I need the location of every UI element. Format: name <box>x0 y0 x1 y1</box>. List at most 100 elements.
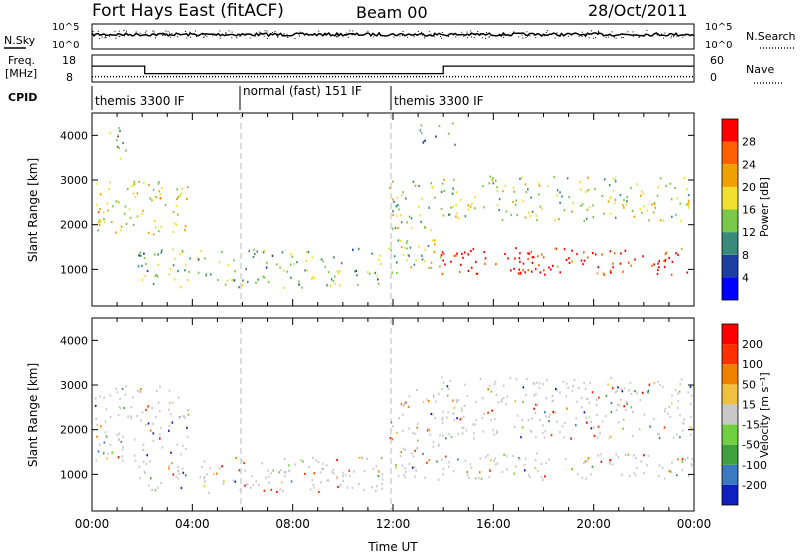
echo-cell <box>180 192 183 195</box>
echo-cell <box>151 199 153 202</box>
echo-cell <box>400 239 402 242</box>
echo-cell <box>467 253 469 256</box>
echo-cell <box>466 394 469 398</box>
echo-cell <box>605 394 608 397</box>
echo-cell <box>294 463 296 466</box>
echo-cell <box>313 472 316 475</box>
echo-cell <box>566 177 569 180</box>
noise-search-point <box>352 30 354 32</box>
echo-cell <box>184 263 187 266</box>
echo-cell <box>591 465 594 468</box>
echo-cell <box>412 455 415 458</box>
echo-cell <box>244 484 246 487</box>
echo-cell <box>301 286 303 289</box>
echo-cell <box>640 190 643 193</box>
noise-search-point <box>613 35 615 37</box>
echo-cell <box>378 254 381 257</box>
noise-search-point <box>591 30 592 32</box>
echo-cell <box>548 420 550 423</box>
echo-cell <box>346 486 349 489</box>
echo-cell <box>426 461 428 464</box>
noise-search-point <box>393 36 395 38</box>
echo-cell <box>125 385 127 388</box>
echo-cell <box>502 397 505 400</box>
echo-cell <box>583 251 585 254</box>
noise-search-point <box>171 33 173 35</box>
echo-cell <box>212 473 215 476</box>
echo-cell <box>453 254 456 257</box>
echo-cell <box>205 274 207 277</box>
echo-cell <box>267 280 270 284</box>
echo-cell <box>580 188 582 191</box>
echo-cell <box>586 256 589 259</box>
echo-cell <box>513 472 515 475</box>
echo-cell <box>538 386 541 389</box>
echo-cell <box>117 414 120 417</box>
echo-cell <box>643 205 645 208</box>
echo-cell <box>555 387 557 391</box>
echo-cell <box>400 245 403 248</box>
noise-search-point <box>236 35 238 37</box>
colorbar-segment <box>722 344 738 365</box>
echo-cell <box>234 480 237 483</box>
echo-cell <box>171 401 174 404</box>
echo-cell <box>434 243 436 246</box>
echo-cell <box>544 475 546 478</box>
noise-search-point <box>513 31 515 33</box>
echo-cell <box>432 395 435 398</box>
echo-cell <box>554 411 557 414</box>
echo-cell <box>402 191 404 194</box>
echo-cell <box>471 423 474 426</box>
noise-search-point <box>632 35 634 37</box>
echo-cell <box>663 265 666 268</box>
echo-cell <box>614 391 617 394</box>
echo-cell <box>402 253 405 256</box>
echo-cell <box>649 425 651 428</box>
echo-cell <box>206 473 208 476</box>
x-tick-label: 00:00 <box>677 517 712 531</box>
noise-search-point <box>277 36 279 37</box>
echo-cell <box>279 469 282 472</box>
noise-search-point <box>185 31 187 32</box>
echo-cell <box>279 488 282 491</box>
echo-cell <box>496 189 499 192</box>
echo-cell <box>149 460 151 463</box>
noise-search-point <box>482 33 484 35</box>
echo-cell <box>663 477 666 480</box>
echo-cell <box>584 387 587 390</box>
echo-cell <box>168 401 171 404</box>
noise-search-point <box>417 31 419 32</box>
echo-cell <box>392 180 394 183</box>
noise-search-point <box>578 35 580 37</box>
noise-search-point <box>477 31 479 32</box>
cpid-segment-2: normal (fast) 151 IF <box>243 84 362 98</box>
echo-cell <box>626 402 628 405</box>
echo-cell <box>537 470 539 473</box>
echo-cell <box>417 422 419 425</box>
cpid-segment-1: themis 3300 IF <box>95 94 185 108</box>
noise-search-point <box>685 33 686 35</box>
echo-cell <box>185 448 187 451</box>
velocity-x-ticks: 00:00 04:00 08:00 12:00 16:00 20:00 00:00 <box>75 318 712 531</box>
noise-search-point <box>106 34 108 36</box>
echo-cell <box>680 219 682 222</box>
echo-cell <box>584 460 587 463</box>
y-tick-label: 4000 <box>60 334 88 347</box>
echo-cell <box>442 259 444 262</box>
echo-cell <box>117 135 119 138</box>
echo-cell <box>531 417 533 420</box>
echo-cell <box>622 418 625 421</box>
echo-cell <box>426 429 429 432</box>
noise-search-point <box>367 30 369 32</box>
echo-cell <box>580 396 583 399</box>
echo-cell <box>440 190 443 193</box>
echo-cell <box>489 175 491 178</box>
echo-cell <box>534 411 537 414</box>
noise-search-point <box>402 31 404 32</box>
echo-cell <box>453 419 456 422</box>
echo-cell <box>124 393 127 396</box>
echo-cell <box>176 443 179 446</box>
echo-cell <box>141 411 144 414</box>
echo-cell <box>133 180 136 183</box>
